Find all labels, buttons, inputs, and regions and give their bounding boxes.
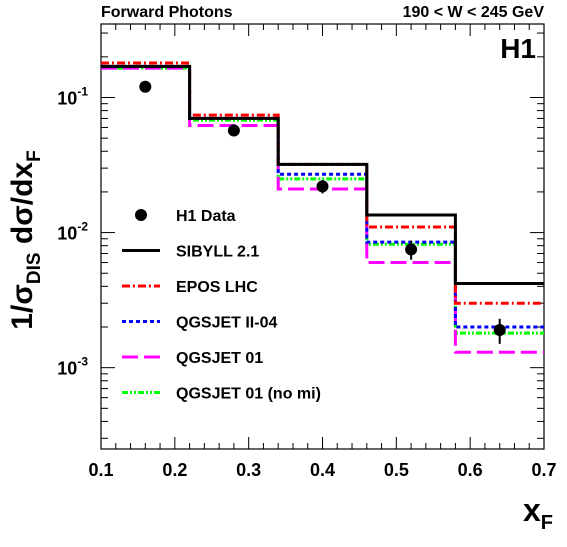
series-layer <box>101 61 544 354</box>
data-point <box>405 243 418 256</box>
x-tick-label: 0.5 <box>384 460 409 480</box>
y-axis-title: 1/σDIS dσ/dxF <box>6 150 45 329</box>
series-line-qgsjet-01 <box>101 66 544 354</box>
legend-label-qgsjet-ii-04: QGSJET II-04 <box>176 315 277 332</box>
data-point <box>493 324 506 337</box>
data-point <box>227 124 240 137</box>
experiment-label: H1 <box>500 33 536 64</box>
y-tick-label: 10-1 <box>57 84 88 108</box>
legend-label-h1-data: H1 Data <box>176 208 236 225</box>
y-tick-base: 10 <box>57 359 77 379</box>
header-energy-range: 190 < W < 245 GeV <box>403 4 545 21</box>
x-axis-title: xF <box>523 492 553 534</box>
y-tick-label: 10-3 <box>57 355 88 379</box>
y-tick-base: 10 <box>57 88 77 108</box>
x-tick-label: 0.7 <box>531 460 556 480</box>
data-points-layer <box>139 80 506 344</box>
y-tick-base: 10 <box>57 224 77 244</box>
plot-frame <box>100 23 545 450</box>
x-axis-title-sub: F <box>541 512 553 534</box>
x-tick-label: 0.2 <box>162 460 187 480</box>
series-line-qgsjet-01-no-mi- <box>101 66 544 335</box>
y-axis-title-sub2: F <box>24 150 45 162</box>
y-tick-exponent: -2 <box>77 220 88 234</box>
y-axis-title-part1: 1/σ <box>6 284 39 330</box>
y-tick-exponent: -1 <box>77 84 88 98</box>
header-title: Forward Photons <box>101 4 233 21</box>
x-tick-label: 0.1 <box>88 460 113 480</box>
series-line-qgsjet-ii-04 <box>101 64 544 329</box>
x-tick-label: 0.3 <box>236 460 261 480</box>
y-axis-title-part2: dσ/dx <box>6 162 39 253</box>
data-point <box>139 80 152 93</box>
legend-label-epos-lhc: EPOS LHC <box>176 279 258 296</box>
x-tick-label: 0.6 <box>458 460 483 480</box>
series-line-sibyll-2-1 <box>101 64 544 285</box>
y-tick-label: 10-2 <box>57 220 88 244</box>
legend-label-qgsjet-01: QGSJET 01 <box>176 350 263 367</box>
legend-label-sibyll-2-1: SIBYLL 2.1 <box>176 244 259 261</box>
x-axis-title-main: x <box>523 492 541 528</box>
y-axis: 10-110-210-3 <box>57 32 544 439</box>
y-tick-exponent: -3 <box>77 355 88 369</box>
legend-label-qgsjet-01-no-mi-: QGSJET 01 (no mi) <box>176 386 321 403</box>
legend-marker-h1-data <box>135 209 147 221</box>
legend: H1 Data SIBYLL 2.1 EPOS LHC QGSJET II-04 QGS… <box>122 208 321 403</box>
y-axis-title-sub1: DIS <box>24 252 45 284</box>
x-axis: 0.1 0.2 0.3 0.4 0.5 0.6 0.7 <box>88 24 557 480</box>
x-tick-label: 0.4 <box>310 460 335 480</box>
data-point <box>316 180 329 193</box>
